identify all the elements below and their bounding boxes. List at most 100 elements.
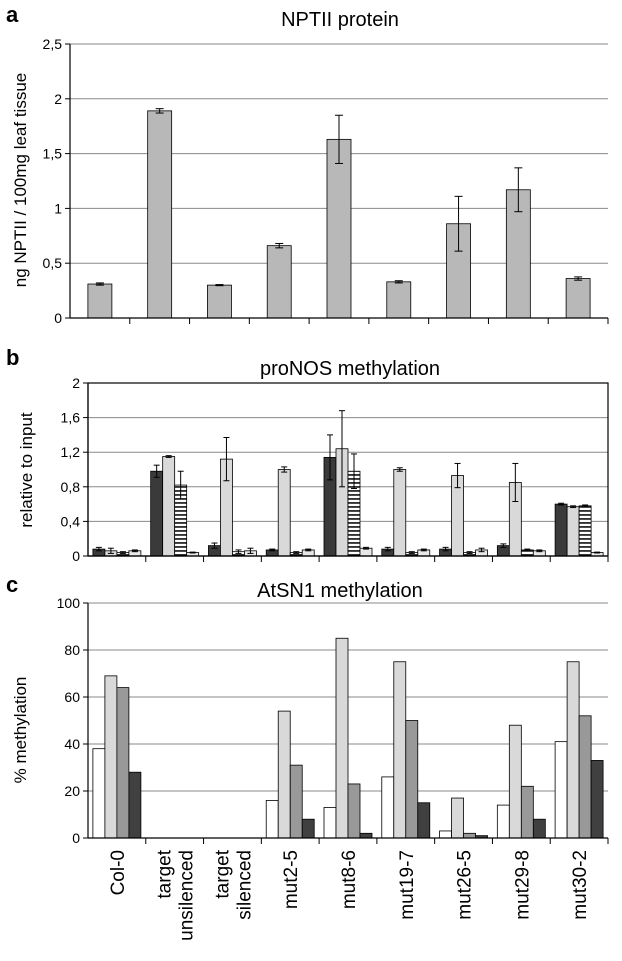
bar (405, 720, 419, 839)
category-label: unsilenced (177, 850, 198, 941)
y-tick-label: 1,2 (61, 444, 81, 460)
y-tick-label: 40 (64, 736, 80, 752)
error-bar (514, 167, 523, 213)
error-bar (339, 410, 345, 488)
error-bar (223, 436, 230, 482)
bar (323, 807, 337, 839)
y-tick-label: 0,4 (61, 513, 81, 529)
bar (266, 245, 292, 319)
bar (150, 470, 164, 557)
error-bar (466, 551, 473, 554)
bar (578, 505, 592, 557)
bar (393, 469, 407, 557)
error-bar (536, 549, 543, 553)
bar (393, 661, 407, 839)
y-tick-label: 100 (57, 595, 81, 611)
y-tick-label: 80 (64, 642, 80, 658)
error-bar (177, 470, 184, 500)
error-bar (570, 505, 577, 509)
error-bar (269, 548, 276, 552)
panel-b-axes (87, 382, 609, 562)
bar (554, 741, 568, 839)
error-bar (327, 434, 333, 481)
panel-b-bars (92, 410, 604, 557)
error-bar (131, 549, 138, 553)
error-bar (574, 276, 583, 281)
error-bar (594, 551, 601, 554)
category-label: mut30-2 (570, 850, 591, 920)
error-bar (107, 547, 114, 554)
category-label: silenced (234, 850, 255, 920)
bar (116, 687, 130, 839)
bar (439, 830, 452, 839)
bar (359, 832, 373, 839)
category-label: target (212, 849, 233, 898)
error-bar (384, 546, 391, 552)
error-bar (442, 546, 449, 552)
error-bar (394, 280, 403, 284)
y-tick-label: 2 (72, 375, 80, 391)
bar (147, 110, 173, 319)
bar (289, 764, 303, 839)
error-bar (215, 284, 224, 287)
bar (566, 661, 580, 839)
bar (162, 456, 176, 557)
panel-b: b proNOS methylation relative to input 0… (6, 345, 609, 564)
error-bar (396, 467, 403, 472)
plot-frame (87, 382, 609, 557)
y-tick-label: 20 (64, 783, 80, 799)
y-tick-label: 1,5 (43, 146, 63, 162)
error-bar (512, 462, 519, 503)
panel-letter-b: b (6, 345, 19, 370)
error-bar (293, 551, 300, 554)
panel-a: a NPTII protein ng NPTII / 100mg leaf ti… (6, 2, 609, 326)
error-bar (478, 547, 485, 553)
y-tick-label: 0 (54, 310, 62, 326)
bar (417, 802, 431, 839)
y-tick-label: 60 (64, 689, 80, 705)
error-bar (363, 546, 369, 550)
y-tick-label: 0 (72, 548, 80, 564)
category-label: mut19-7 (397, 850, 418, 920)
y-tick-label: 1 (54, 200, 62, 216)
panel-a-ylabel: ng NPTII / 100mg leaf tissue (11, 73, 30, 288)
panel-c-axes (87, 603, 609, 844)
y-tick-label: 0,8 (61, 479, 81, 495)
panel-c-y-ticks: 0 20 40 60 80 100 (57, 595, 88, 846)
error-bar (305, 548, 312, 552)
panel-a-title: NPTII protein (281, 9, 399, 31)
bar (347, 783, 361, 839)
error-bar (454, 195, 463, 252)
panel-a-bars (87, 108, 591, 319)
bar (104, 675, 118, 839)
error-bar (155, 108, 164, 114)
bar (277, 469, 291, 557)
category-labels: Col-0 target unsilenced target silenced mut2-… (108, 849, 591, 941)
error-bar (211, 542, 218, 549)
bar (532, 818, 546, 839)
bar (87, 283, 113, 319)
bar (381, 776, 395, 839)
error-bar (335, 114, 343, 164)
category-label: mut8-6 (339, 850, 360, 909)
error-bar (95, 282, 104, 286)
error-bar (235, 549, 242, 554)
bar (92, 748, 106, 839)
y-tick-label: 0 (72, 830, 80, 846)
y-tick-label: 2 (54, 91, 62, 107)
category-label: mut26-5 (455, 850, 476, 920)
y-tick-label: 2,5 (43, 36, 63, 52)
error-bar (153, 464, 160, 478)
y-tick-label: 0,5 (43, 255, 63, 271)
error-bar (582, 504, 589, 508)
bar (578, 715, 592, 839)
panel-b-title: proNOS methylation (260, 358, 440, 380)
error-bar (524, 548, 531, 552)
bar (335, 637, 349, 839)
y-tick-label: 1,6 (61, 410, 81, 426)
error-bar (558, 502, 565, 506)
panel-c: c AtSN1 methylation % methylation 0 20 40 6… (6, 572, 609, 941)
bar (508, 724, 522, 839)
error-bar (119, 551, 126, 554)
